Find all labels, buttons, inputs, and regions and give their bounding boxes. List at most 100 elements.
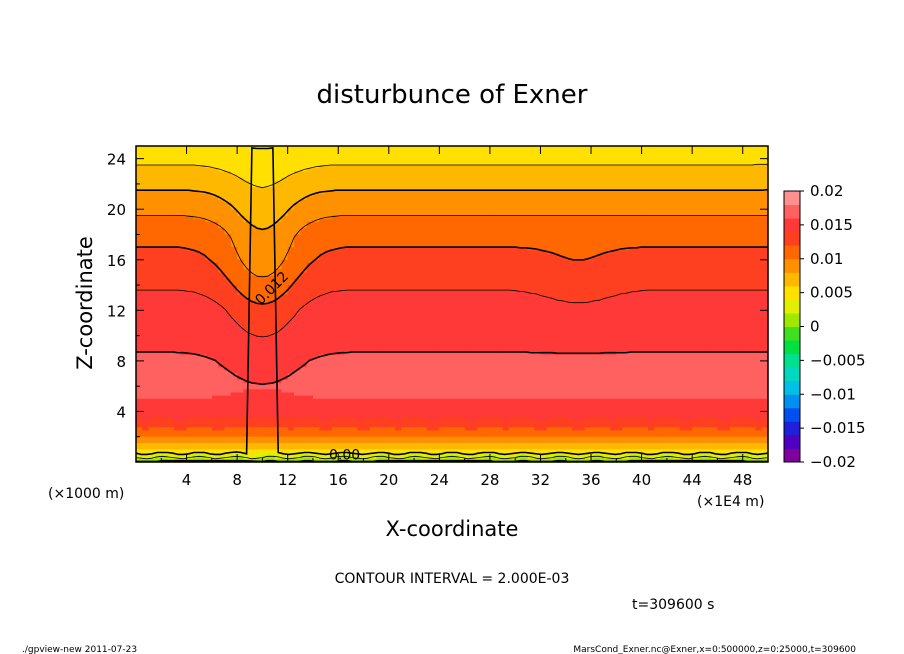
- heat-cell: [742, 158, 750, 163]
- heat-cell: [597, 168, 605, 172]
- heat-cell: [666, 183, 674, 188]
- heat-cell: [173, 149, 181, 153]
- heat-cell: [515, 228, 523, 232]
- heat-cell: [439, 215, 447, 220]
- heat-cell: [641, 218, 649, 223]
- heat-cell: [167, 174, 175, 179]
- heat-cell: [382, 193, 390, 198]
- heat-cell: [230, 221, 238, 226]
- heat-cell: [628, 161, 636, 166]
- heat-cell: [470, 228, 478, 232]
- heat-cell: [388, 206, 396, 210]
- heat-cell: [521, 237, 529, 242]
- heat-cell: [749, 171, 756, 176]
- heat-cell: [559, 212, 567, 217]
- heat-cell: [711, 221, 719, 226]
- heat-cell: [584, 231, 592, 236]
- heat-cell: [584, 225, 592, 229]
- heat-cell: [256, 206, 263, 210]
- heat-cell: [559, 237, 567, 242]
- heat-cell: [635, 146, 643, 150]
- heat-cell: [572, 234, 579, 239]
- heat-cell: [508, 206, 516, 210]
- heat-cell: [711, 199, 719, 204]
- heat-cell: [420, 168, 428, 172]
- heat-cell: [344, 225, 352, 229]
- heat-cell: [685, 212, 693, 217]
- heat-cell: [755, 231, 763, 236]
- heat-cell: [654, 215, 662, 220]
- heat-cell: [199, 215, 207, 220]
- heat-cell: [736, 177, 744, 182]
- heat-cell: [148, 212, 156, 217]
- heat-cell: [553, 199, 561, 204]
- heat-cell: [325, 237, 333, 242]
- heat-cell: [306, 152, 314, 157]
- heat-cell: [704, 152, 712, 157]
- heat-cell: [357, 168, 365, 172]
- heat-cell: [173, 146, 181, 150]
- heat-cell: [357, 177, 365, 182]
- heat-cell: [755, 193, 763, 198]
- heat-cell: [395, 209, 403, 213]
- heat-cell: [647, 187, 655, 191]
- heat-cell: [635, 152, 643, 157]
- heat-cell: [167, 221, 175, 226]
- heat-cell: [395, 234, 403, 239]
- heat-cell: [180, 209, 188, 213]
- heat-cell: [344, 158, 352, 163]
- heat-cell: [331, 234, 339, 239]
- heat-cell: [300, 206, 308, 210]
- heat-cell: [414, 228, 421, 232]
- heat-cell: [319, 237, 327, 242]
- heat-cell: [572, 243, 579, 248]
- heat-cell: [616, 234, 624, 239]
- heat-cell: [344, 161, 352, 166]
- heat-cell: [192, 158, 200, 163]
- heat-cell: [199, 146, 207, 150]
- heat-cell: [401, 199, 409, 204]
- heat-cell: [546, 152, 554, 157]
- heat-cell: [470, 149, 478, 153]
- heat-cell: [723, 171, 731, 176]
- heat-cell: [603, 183, 611, 188]
- heat-cell: [685, 237, 693, 242]
- heat-cell: [243, 209, 251, 213]
- heat-cell: [445, 152, 453, 157]
- heat-cell: [521, 215, 529, 220]
- heat-cell: [723, 152, 731, 157]
- heat-cell: [477, 215, 485, 220]
- heat-cell: [192, 187, 200, 191]
- heat-cell: [363, 183, 371, 188]
- heat-cell: [275, 240, 282, 245]
- heat-cell: [154, 237, 162, 242]
- heat-cell: [376, 190, 384, 194]
- heat-cell: [749, 146, 756, 150]
- heat-cell: [154, 228, 162, 232]
- heat-cell: [685, 190, 693, 194]
- heat-cell: [414, 146, 421, 150]
- heat-cell: [173, 237, 181, 242]
- heat-cell: [730, 212, 737, 217]
- heat-cell: [654, 234, 662, 239]
- heat-cell: [628, 199, 636, 204]
- heat-cell: [546, 225, 554, 229]
- heat-cell: [553, 190, 561, 194]
- heat-cell: [211, 155, 219, 160]
- heat-cell: [496, 193, 504, 198]
- heat-cell: [186, 149, 194, 153]
- heat-cell: [357, 212, 365, 217]
- heat-cell: [616, 218, 624, 223]
- heat-cell: [508, 190, 516, 194]
- heat-cell: [508, 193, 516, 198]
- heat-cell: [262, 199, 270, 204]
- heat-cell: [755, 212, 763, 217]
- heat-cell: [433, 171, 440, 176]
- heat-cell: [660, 174, 668, 179]
- heat-cell: [407, 221, 415, 226]
- heat-cell: [167, 190, 175, 194]
- heat-cell: [610, 168, 617, 172]
- heat-cell: [458, 231, 466, 236]
- heat-cell: [736, 209, 744, 213]
- heat-cell: [749, 180, 756, 185]
